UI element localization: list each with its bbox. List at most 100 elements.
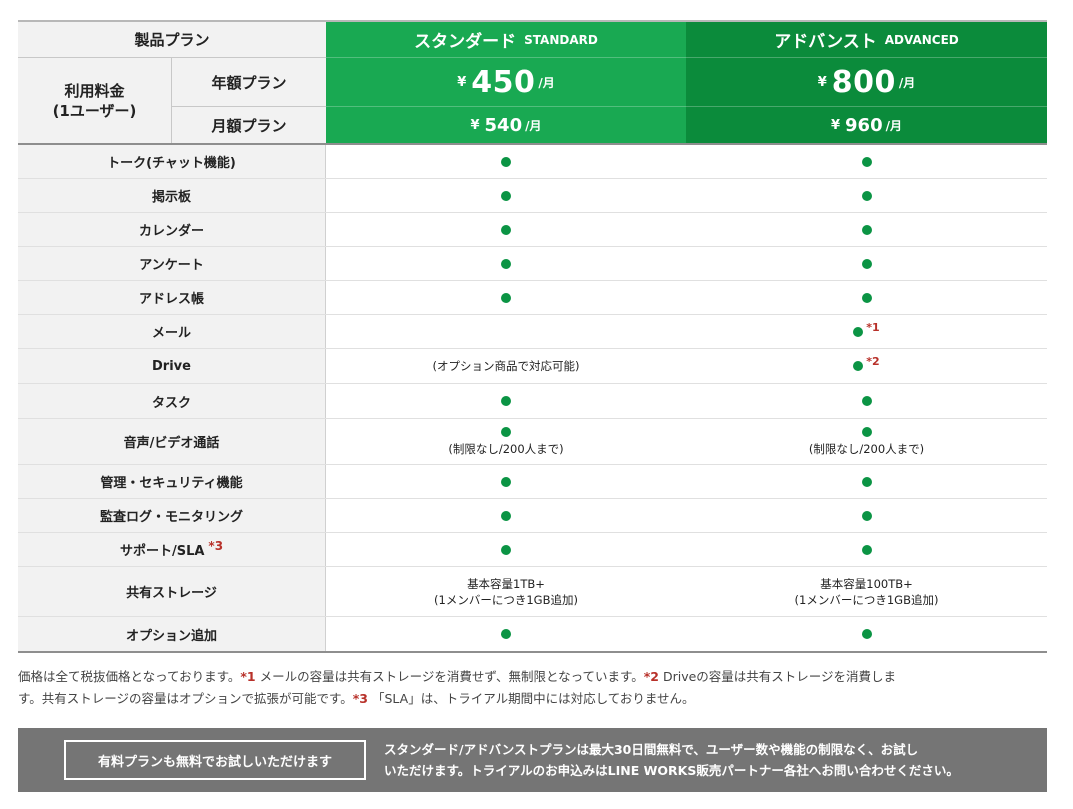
advanced-cell bbox=[686, 247, 1047, 280]
footnote-mark: *2 bbox=[866, 355, 880, 368]
included-dot-icon bbox=[861, 156, 872, 167]
standard-cell: (制限なし/200人まで) bbox=[326, 419, 686, 464]
note-text: Driveの容量は共有ストレージを消費しま bbox=[662, 669, 897, 684]
standard-cell bbox=[326, 499, 686, 532]
feature-name: 共有ストレージ bbox=[18, 567, 326, 616]
price-unit: /月 bbox=[525, 118, 542, 133]
plan-comparison-table: 製品プラン 利用料金 (1ユーザー) 年額プラン 月額プラン スタンダード ST… bbox=[18, 20, 1047, 653]
advanced-cell bbox=[686, 465, 1047, 498]
advanced-cell bbox=[686, 384, 1047, 418]
footnote-mark: *3 bbox=[352, 691, 368, 706]
table-row: 音声/ビデオ通話 (制限なし/200人まで) (制限なし/200人まで) bbox=[18, 419, 1047, 465]
included-dot-icon bbox=[861, 544, 872, 555]
advanced-cell bbox=[686, 213, 1047, 246]
feature-name: サポート/SLA bbox=[119, 544, 205, 559]
footnote-line: 価格は全て税抜価格となっております。*1 メールの容量は共有ストレージを消費せず… bbox=[18, 666, 1048, 688]
footnote-mark: *1 bbox=[240, 669, 256, 684]
footnote-line: す。共有ストレージの容量はオプションで拡張が可能です。*3 「SLA」は、トライ… bbox=[18, 688, 1048, 710]
standard-plan-name: スタンダード STANDARD bbox=[326, 22, 686, 58]
included-dot-icon bbox=[501, 476, 511, 487]
currency-symbol: ¥ bbox=[457, 74, 467, 90]
currency-symbol: ¥ bbox=[817, 74, 827, 90]
footnote-mark: *3 bbox=[208, 538, 224, 553]
price-value: 800 bbox=[831, 64, 896, 100]
feature-name: オプション追加 bbox=[18, 617, 326, 651]
trial-text-line2: いただけます。トライアルのお申込みはLINE WORKS販売パートナー各社へお問… bbox=[384, 763, 959, 778]
standard-cell bbox=[326, 213, 686, 246]
limit-note: (制限なし/200人まで) bbox=[808, 441, 925, 456]
table-row: Drive (オプション商品で対応可能) *2 bbox=[18, 349, 1047, 384]
feature-name: カレンダー bbox=[18, 213, 326, 246]
free-trial-button[interactable]: 有料プランも無料でお試しいただけます bbox=[64, 740, 366, 780]
standard-cell bbox=[326, 533, 686, 566]
standard-monthly-price: ¥ 540 /月 bbox=[326, 107, 686, 143]
price-unit: /月 bbox=[898, 75, 916, 90]
advanced-cell: 基本容量100TB+ (1メンバーにつき1GB追加) bbox=[686, 567, 1047, 616]
note-text: 「SLA」は、トライアル期間中には対応しておりません。 bbox=[371, 691, 695, 706]
included-dot-icon bbox=[501, 224, 511, 235]
advanced-name: アドバンスト bbox=[774, 32, 877, 52]
standard-name: スタンダード bbox=[414, 32, 517, 52]
table-row: メール *1 bbox=[18, 315, 1047, 349]
table-row: 掲示板 bbox=[18, 179, 1047, 213]
advanced-cell bbox=[686, 179, 1047, 212]
included-dot-icon bbox=[501, 156, 511, 167]
standard-cell bbox=[326, 617, 686, 651]
table-row: アドレス帳 bbox=[18, 281, 1047, 315]
included-dot-icon bbox=[501, 426, 511, 437]
trial-text-line1: スタンダード/アドバンストプランは最大30日間無料で、ユーザー数や機能の制限なく… bbox=[384, 742, 919, 757]
fee-label: 利用料金 (1ユーザー) bbox=[18, 58, 172, 143]
table-row: サポート/SLA *3 bbox=[18, 533, 1047, 567]
footnote-mark: *2 bbox=[643, 669, 659, 684]
trial-description: スタンダード/アドバンストプランは最大30日間無料で、ユーザー数や機能の制限なく… bbox=[384, 739, 959, 781]
option-note: (オプション商品で対応可能) bbox=[432, 359, 580, 373]
footnote-mark: *1 bbox=[866, 320, 880, 334]
advanced-cell bbox=[686, 145, 1047, 178]
price-value: 450 bbox=[471, 64, 536, 100]
feature-name: アドレス帳 bbox=[18, 281, 326, 314]
advanced-cell: *2 bbox=[686, 349, 1047, 383]
included-dot-icon bbox=[861, 224, 872, 235]
footnotes: 価格は全て税抜価格となっております。*1 メールの容量は共有ストレージを消費せず… bbox=[18, 666, 1048, 710]
advanced-cell bbox=[686, 617, 1047, 651]
product-plan-label: 製品プラン bbox=[18, 22, 326, 58]
note-text: メールの容量は共有ストレージを消費せず、無制限となっています。 bbox=[259, 669, 644, 684]
feature-name-cell: サポート/SLA *3 bbox=[18, 533, 326, 566]
standard-cell bbox=[326, 145, 686, 178]
advanced-annual-price: ¥ 800 /月 bbox=[686, 58, 1047, 107]
standard-cell bbox=[326, 465, 686, 498]
table-row: オプション追加 bbox=[18, 617, 1047, 651]
table-row: 共有ストレージ 基本容量1TB+ (1メンバーにつき1GB追加) 基本容量100… bbox=[18, 567, 1047, 617]
feature-name: 管理・セキュリティ機能 bbox=[18, 465, 326, 498]
fee-label-line1: 利用料金 bbox=[64, 81, 125, 100]
included-dot-icon bbox=[501, 258, 511, 269]
included-dot-icon bbox=[501, 396, 511, 406]
table-row: タスク bbox=[18, 384, 1047, 419]
storage-extra: (1メンバーにつき1GB追加) bbox=[434, 592, 578, 607]
fee-label-line2: (1ユーザー) bbox=[52, 101, 137, 120]
included-dot-icon bbox=[501, 510, 511, 521]
standard-cell bbox=[326, 281, 686, 314]
feature-name: トーク(チャット機能) bbox=[18, 145, 326, 178]
standard-cell bbox=[326, 179, 686, 212]
limit-note: (制限なし/200人まで) bbox=[448, 441, 564, 456]
advanced-cell: *1 bbox=[686, 315, 1047, 348]
table-row: アンケート bbox=[18, 247, 1047, 281]
advanced-cell bbox=[686, 533, 1047, 566]
note-text: 価格は全て税抜価格となっております。 bbox=[18, 669, 241, 684]
table-row: カレンダー bbox=[18, 213, 1047, 247]
advanced-cell bbox=[686, 281, 1047, 314]
feature-name: 音声/ビデオ通話 bbox=[18, 419, 326, 464]
currency-symbol: ¥ bbox=[470, 117, 480, 133]
standard-cell bbox=[326, 384, 686, 418]
standard-annual-price: ¥ 450 /月 bbox=[326, 58, 686, 107]
feature-name: メール bbox=[18, 315, 326, 348]
feature-name: 掲示板 bbox=[18, 179, 326, 212]
standard-name-en: STANDARD bbox=[524, 32, 598, 47]
advanced-name-en: ADVANCED bbox=[884, 32, 959, 47]
annual-plan-label: 年額プラン bbox=[172, 58, 326, 107]
included-dot-icon bbox=[853, 326, 864, 337]
included-dot-icon bbox=[501, 190, 511, 201]
standard-cell bbox=[326, 315, 686, 348]
advanced-monthly-price: ¥ 960 /月 bbox=[686, 107, 1047, 143]
